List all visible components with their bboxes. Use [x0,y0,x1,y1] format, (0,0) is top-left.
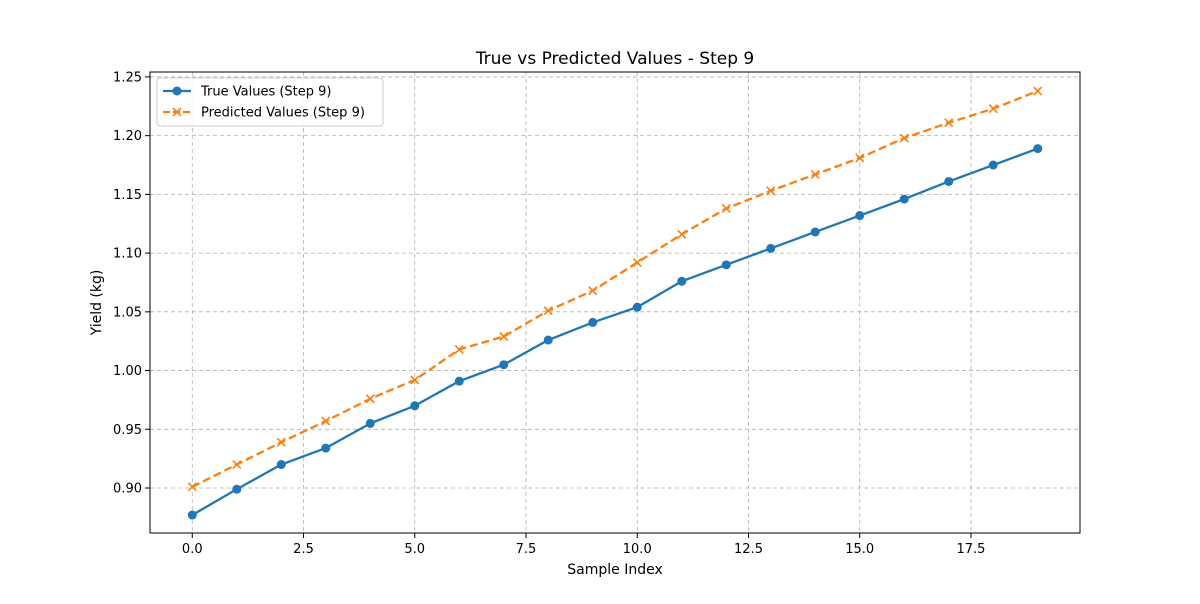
data-point [187,510,197,520]
data-point [410,401,420,411]
x-tick-label: 17.5 [957,542,986,557]
y-tick-label: 1.25 [113,70,142,85]
x-tick-label: 0.0 [182,542,203,557]
legend-item: Predicted Values (Step 9) [163,106,365,121]
data-point [677,229,687,239]
data-point [766,186,776,196]
data-point [410,375,420,385]
data-point [632,257,642,268]
data-point [721,203,731,214]
data-point [588,317,598,327]
data-point [454,376,464,386]
data-point [632,302,642,312]
y-tick-label: 1.20 [113,129,142,144]
data-point [543,306,553,316]
series-layer [187,86,1043,520]
data-point [321,443,331,453]
x-axis-label: Sample Index [567,562,662,578]
y-tick-label: 1.00 [113,364,142,379]
data-point [232,484,242,494]
legend-marker [172,107,182,117]
legend-label: Predicted Values (Step 9) [201,106,365,121]
data-point [988,104,998,114]
y-tick-label: 0.95 [113,423,142,438]
plot-frame [149,71,1081,534]
x-tick-label: 10.0 [623,542,652,557]
data-point [855,153,865,163]
x-axis: 0.0 2.5 5.0 7.5 10.0 12.5 15.0 17.5 [182,533,986,557]
x-tick-label: 7.5 [516,542,537,557]
data-point [232,459,242,470]
y-axis: 0.90 0.95 1.00 1.05 1.10 1.15 1.20 1.25 [113,70,150,497]
series-line [191,147,1039,517]
data-point [944,118,954,128]
grid [150,72,1080,533]
x-tick-label: 2.5 [293,542,314,557]
data-point [677,276,687,286]
series-line [191,89,1039,488]
legend: True Values (Step 9) Predicted Values (St… [156,77,384,127]
data-point [810,227,820,237]
data-point [588,286,598,296]
data-point [543,335,553,345]
legend-item: True Values (Step 9) [163,85,332,100]
y-tick-label: 1.10 [113,247,142,262]
data-point [988,160,998,170]
data-point [276,437,286,447]
data-point [321,416,331,426]
legend-marker [172,86,182,96]
data-point [365,394,375,404]
legend-box [156,77,384,127]
y-tick-label: 0.90 [113,482,142,497]
x-tick-label: 15.0 [845,542,874,557]
data-point [499,331,509,342]
data-point [1033,144,1043,154]
data-point [855,211,865,221]
legend-label: True Values (Step 9) [200,85,332,100]
series-predicted-values [187,86,1043,492]
data-point [721,260,731,270]
data-point [810,169,820,179]
data-point [899,133,909,143]
data-point [454,344,464,354]
data-point [1033,86,1043,96]
data-point [499,360,509,370]
x-tick-label: 5.0 [404,542,425,557]
data-point [276,460,286,470]
data-point [766,243,776,253]
chart-title: True vs Predicted Values - Step 9 [475,49,754,69]
series-true-values [187,144,1043,520]
y-tick-label: 1.05 [113,305,142,320]
data-point [944,176,954,186]
y-axis-label: Yield (kg) [89,270,105,337]
y-tick-label: 1.15 [113,188,142,203]
x-tick-label: 12.5 [734,542,763,557]
data-point [365,418,375,428]
data-point [899,194,909,204]
data-point [187,482,197,492]
